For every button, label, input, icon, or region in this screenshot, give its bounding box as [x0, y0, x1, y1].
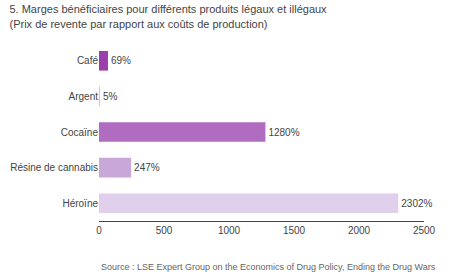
svg-text:Argent: Argent: [69, 91, 99, 102]
svg-text:2500: 2500: [413, 225, 436, 236]
svg-text:69%: 69%: [111, 55, 131, 66]
svg-text:1280%: 1280%: [268, 127, 299, 138]
svg-text:5. Marges bénéficiaires pour d: 5. Marges bénéficiaires pour différents …: [9, 3, 327, 29]
svg-text:Source : LSE Expert Group on t: Source : LSE Expert Group on the Economi…: [101, 262, 436, 272]
svg-text:5%: 5%: [103, 91, 118, 102]
svg-text:500: 500: [156, 225, 173, 236]
svg-text:Héroïne: Héroïne: [62, 198, 98, 209]
svg-text:Cocaïne: Cocaïne: [61, 127, 99, 138]
svg-text:247%: 247%: [134, 162, 160, 173]
svg-text:1000: 1000: [218, 225, 241, 236]
svg-text:Résine de cannabis: Résine de cannabis: [10, 162, 98, 173]
svg-text:0: 0: [96, 225, 102, 236]
svg-text:Café: Café: [77, 55, 99, 66]
svg-text:2302%: 2302%: [401, 198, 432, 209]
svg-text:2000: 2000: [348, 225, 371, 236]
svg-text:1500: 1500: [283, 225, 306, 236]
